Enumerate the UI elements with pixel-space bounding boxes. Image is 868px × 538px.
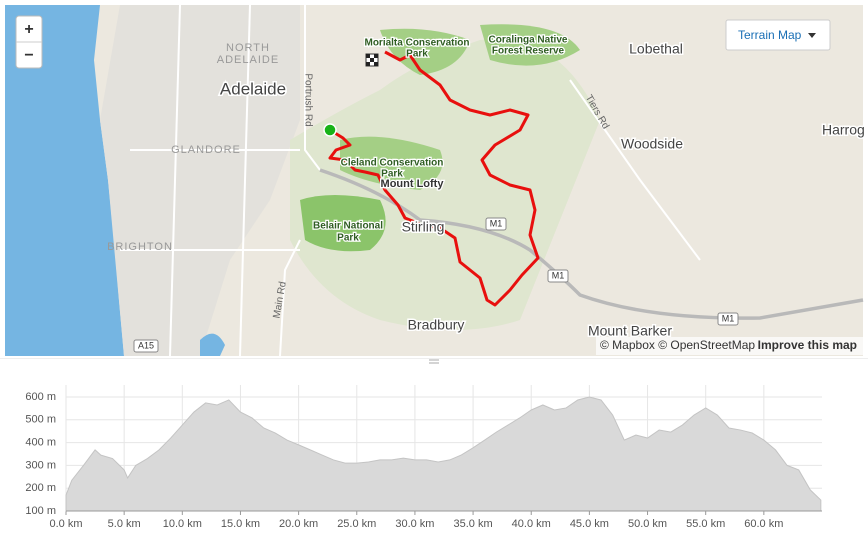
map-label: Adelaide bbox=[220, 79, 286, 98]
map-label: GLANDORE bbox=[171, 144, 241, 156]
map-label: A15 bbox=[138, 340, 154, 350]
map: Morialta Conservation Park Coralinga Nat… bbox=[5, 4, 866, 357]
zoom-in[interactable]: + bbox=[24, 21, 33, 38]
x-tick-label: 45.0 km bbox=[570, 518, 609, 530]
park-area bbox=[480, 24, 580, 66]
layer-button[interactable] bbox=[725, 19, 831, 51]
finish-marker bbox=[365, 53, 379, 67]
x-tick-label: 20.0 km bbox=[279, 518, 318, 530]
attribution: © Mapbox © OpenStreetMap bbox=[600, 338, 755, 352]
park-area bbox=[380, 28, 470, 75]
park-area bbox=[340, 136, 443, 190]
map-label: Lobethal bbox=[629, 41, 683, 57]
y-tick-label: 200 m bbox=[25, 482, 56, 494]
x-tick-label: 40.0 km bbox=[512, 518, 551, 530]
map-label: BRIGHTON bbox=[107, 241, 173, 253]
urban-area bbox=[100, 5, 300, 356]
park-area bbox=[300, 195, 386, 252]
map-label: Forest Reserve bbox=[492, 46, 565, 57]
map-label: Coralinga Native bbox=[489, 35, 568, 46]
map-label: Woodside bbox=[621, 136, 683, 152]
map-label: NORTH bbox=[226, 42, 270, 54]
zoom-controls: + − bbox=[15, 15, 43, 69]
x-tick-label: 60.0 km bbox=[744, 518, 783, 530]
roads bbox=[120, 4, 701, 357]
caret bbox=[808, 33, 816, 38]
x-tick-label: 30.0 km bbox=[395, 518, 434, 530]
map-label: Park bbox=[381, 169, 403, 180]
map-label: Park bbox=[337, 233, 359, 244]
y-tick-label: 300 m bbox=[25, 459, 56, 471]
y-tick-label: 600 m bbox=[25, 391, 56, 403]
elevation-area bbox=[65, 396, 822, 512]
road-shield bbox=[547, 269, 569, 283]
map-label: Stirling bbox=[402, 219, 445, 235]
map-label: Bradbury bbox=[408, 317, 465, 333]
road-shield bbox=[133, 339, 159, 353]
map-label: M1 bbox=[722, 313, 735, 323]
map-label: Portrush Rd bbox=[302, 73, 313, 126]
attribution-box bbox=[596, 337, 863, 355]
layer-select[interactable]: Terrain Map bbox=[725, 19, 831, 51]
map-label: Belair National bbox=[313, 221, 383, 232]
map-label: Morialta Conservation bbox=[364, 38, 469, 49]
y-tick-label: 500 m bbox=[25, 414, 56, 426]
y-tick-label: 400 m bbox=[25, 437, 56, 449]
hills bbox=[290, 39, 600, 330]
reservoir bbox=[200, 333, 225, 356]
road-shield bbox=[717, 312, 739, 326]
zoom-out[interactable]: − bbox=[24, 47, 33, 64]
x-tick-label: 25.0 km bbox=[337, 518, 376, 530]
road-shield bbox=[485, 217, 507, 231]
map-label: M1 bbox=[490, 218, 503, 228]
x-tick-label: 0.0 km bbox=[49, 518, 82, 530]
map-label: Cleland Conservation bbox=[341, 158, 444, 169]
x-tick-label: 55.0 km bbox=[686, 518, 725, 530]
improve-link[interactable]: Improve this map bbox=[758, 338, 857, 352]
x-tick-label: 10.0 km bbox=[163, 518, 202, 530]
map-label: M1 bbox=[552, 270, 565, 280]
map-label: Harrog bbox=[822, 122, 865, 138]
map-label: Mount Barker bbox=[588, 323, 672, 339]
start-marker bbox=[323, 123, 337, 137]
route bbox=[328, 50, 540, 307]
map-label: Park bbox=[406, 49, 428, 60]
y-tick-label: 100 m bbox=[25, 505, 56, 517]
elevation-chart: 100 m 200 m 300 m 400 m 500 m 600 m 0.0 km 5.0 … bbox=[0, 358, 868, 530]
x-tick-label: 35.0 km bbox=[454, 518, 493, 530]
x-tick-label: 15.0 km bbox=[221, 518, 260, 530]
layer-label[interactable]: Terrain Map bbox=[738, 28, 802, 42]
sea bbox=[5, 5, 124, 356]
x-tick-label: 50.0 km bbox=[628, 518, 667, 530]
map-label: ADELAIDE bbox=[217, 54, 279, 66]
map-label: Mount Lofty bbox=[381, 178, 445, 190]
x-tick-label: 5.0 km bbox=[108, 518, 141, 530]
